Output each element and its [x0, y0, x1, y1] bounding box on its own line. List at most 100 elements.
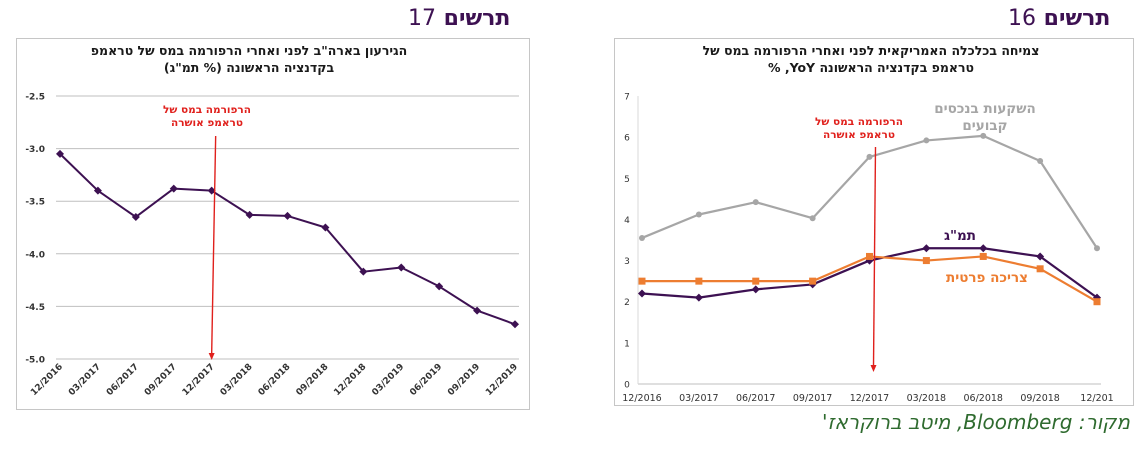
data-point [695, 277, 703, 285]
y-tick-label: -4.0 [25, 250, 45, 260]
x-tick-label: 12/2016 [29, 362, 65, 398]
x-tick-label: 03/2019 [370, 362, 406, 398]
data-point [131, 212, 140, 221]
x-tick-label: 06/2018 [964, 393, 1003, 404]
x-tick-label: 03/2017 [67, 362, 103, 398]
series-line [59, 153, 516, 326]
data-point [93, 186, 102, 195]
x-tick-label: 06/2017 [736, 393, 775, 404]
chart-title-line: הגירעון בארה"ב לפני ואחרי הרפורמה במס של… [91, 43, 407, 58]
figure-17-word: תרשים [443, 6, 511, 31]
chart-17-panel: הגירעון בארה"ב לפני ואחרי הרפורמה במס של… [16, 38, 530, 410]
x-tick-label: 12/2016 [622, 393, 661, 404]
chart-title-line: צמיחה בכלכלה האמריקאית לפני ואחרי הרפורמ… [703, 43, 1040, 58]
x-tick-label: 12/2017 [850, 393, 889, 404]
annotation-arrowhead [208, 353, 215, 360]
y-tick-label: -3.0 [25, 145, 45, 155]
y-tick-label: -3.5 [25, 198, 45, 208]
x-tick-label: 09/2017 [143, 362, 179, 398]
data-point [922, 257, 930, 265]
data-point [979, 244, 988, 253]
x-tick-label: 09/2018 [1020, 393, 1059, 404]
x-tick-label: 03/2018 [219, 362, 255, 398]
y-tick-label: 4 [624, 216, 630, 226]
data-point [245, 210, 254, 219]
x-tick-label: 12/2019 [484, 362, 520, 398]
data-point [809, 215, 816, 222]
x-tick-label: 12/201 [1080, 393, 1113, 404]
data-point [473, 306, 482, 315]
series-label: צריכה פרטית [946, 270, 1028, 286]
data-point [359, 267, 368, 276]
annotation-arrowhead [870, 365, 877, 372]
x-tick-label: 12/2018 [332, 362, 368, 398]
x-tick-label: 06/2019 [408, 362, 444, 398]
data-point [752, 199, 759, 206]
data-point [283, 211, 292, 220]
data-point [922, 244, 931, 253]
data-point [980, 132, 987, 139]
y-tick-label: 1 [624, 339, 630, 349]
x-tick-label: 06/2018 [257, 362, 293, 398]
data-point [695, 211, 702, 218]
y-tick-label: 2 [624, 298, 630, 308]
data-point [752, 277, 760, 285]
figure-17-label: תרשים 17 [408, 6, 510, 31]
annotation-text: טראמפ אושרה [171, 117, 243, 129]
data-point [638, 289, 646, 298]
data-point [979, 252, 987, 260]
y-tick-label: 7 [624, 93, 630, 103]
y-tick-label: -2.5 [25, 93, 45, 103]
data-point [866, 153, 873, 160]
annotation-text: טראמפ אושרה [823, 129, 895, 141]
chart-title-line: בקדנציה הראשונה (% תמ"ג) [164, 60, 335, 75]
data-point [639, 234, 645, 241]
chart-16: צמיחה בכלכלה האמריקאית לפני ואחרי הרפורמ… [622, 43, 1113, 404]
annotation-text: הרפורמה במס של [163, 104, 251, 116]
chart-17: הגירעון בארה"ב לפני ואחרי הרפורמה במס של… [25, 43, 520, 398]
data-point [865, 256, 874, 265]
data-point [751, 285, 760, 294]
annotation-arrow-line [872, 146, 877, 367]
y-tick-label: -4.5 [25, 303, 45, 313]
y-tick-label: 3 [624, 257, 630, 267]
series-label: תמ"ג [944, 228, 976, 244]
annotation-text: הרפורמה במס של [815, 116, 903, 128]
data-point [1036, 252, 1045, 261]
data-point [511, 320, 519, 329]
data-point [694, 293, 703, 302]
data-point [923, 137, 930, 144]
data-point [1094, 245, 1100, 252]
x-tick-label: 03/2018 [907, 393, 946, 404]
x-tick-label: 12/2017 [181, 362, 217, 398]
data-point [866, 252, 873, 260]
figure-16-word: תרשים [1043, 6, 1111, 31]
x-tick-label: 09/2017 [793, 393, 832, 404]
chart-16-panel: צמיחה בכלכלה האמריקאית לפני ואחרי הרפורמ… [614, 38, 1134, 406]
data-point [321, 223, 330, 232]
data-point [56, 149, 64, 158]
y-tick-label: 5 [624, 175, 630, 185]
y-tick-label: 0 [624, 381, 630, 391]
x-tick-label: 03/2017 [679, 393, 718, 404]
data-point [207, 186, 216, 195]
series-line [641, 134, 1098, 249]
data-point [1093, 298, 1101, 306]
data-point [1037, 158, 1044, 165]
x-tick-label: 09/2018 [295, 362, 331, 398]
chart-title-line: טראמפ בקדנציה הראשונה YoY, % [768, 60, 974, 75]
data-point [435, 282, 444, 291]
y-tick-label: 6 [624, 134, 630, 144]
figure-16-number: 16 [1008, 6, 1036, 31]
y-tick-label: -5.0 [25, 356, 45, 366]
annotation-arrow-line [210, 135, 217, 355]
data-point [397, 263, 406, 272]
series-label: קבועים [962, 118, 1007, 134]
data-point [1036, 265, 1044, 273]
data-point [169, 184, 178, 193]
data-point [638, 277, 646, 285]
data-point [809, 277, 817, 285]
source-note: מקור: Bloomberg, מיטב ברוקראז' [822, 410, 1130, 434]
figure-16-label: תרשים 16 [1008, 6, 1110, 31]
figure-17-number: 17 [408, 6, 436, 31]
